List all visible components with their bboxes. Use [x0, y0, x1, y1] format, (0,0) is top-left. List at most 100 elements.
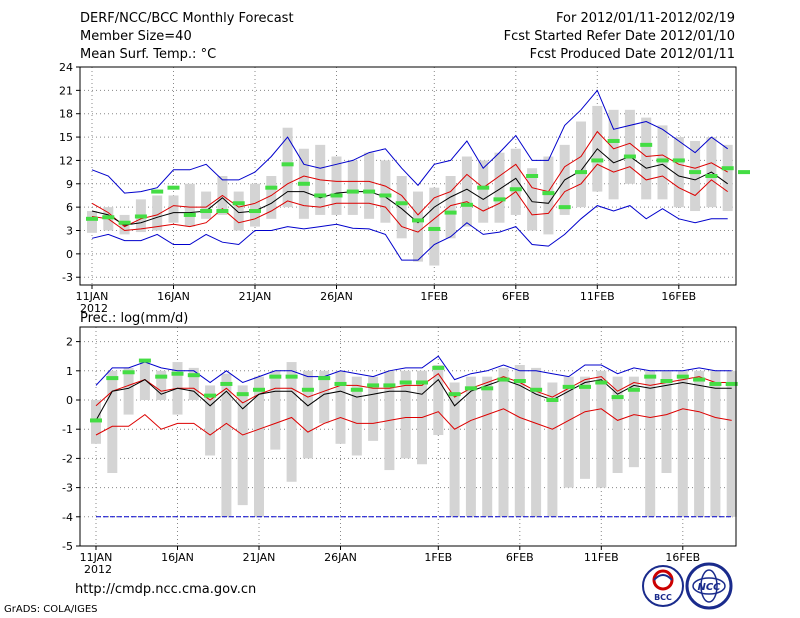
temp-spread-bar — [445, 176, 456, 239]
prec-member-marker — [448, 392, 461, 397]
temp-spread-bar — [201, 191, 212, 219]
temp-member-marker — [656, 158, 669, 163]
prec-spread-bar — [400, 370, 411, 459]
source-url: http://cmdp.ncc.cma.gov.cn — [75, 582, 257, 597]
prec-spread-bar — [694, 370, 705, 517]
temp-member-marker — [265, 185, 278, 190]
temp-member-marker — [395, 201, 408, 206]
prec-spread-bar — [188, 367, 199, 400]
temp-member-marker — [249, 209, 261, 214]
prec-member-marker — [269, 374, 282, 379]
prec-ytick-label: 2 — [66, 336, 73, 349]
temp-member-marker — [607, 138, 620, 143]
prec-panel-label: Prec.: log(mm/d) — [80, 311, 189, 326]
temp-spread-bar — [722, 144, 733, 212]
temp-line-ensemble-min — [91, 205, 728, 261]
prec-spread-bar — [531, 367, 542, 517]
prec-ytick-label: 0 — [66, 394, 73, 407]
forecast-range: For 2012/01/11-2012/02/19 — [556, 11, 735, 26]
prec-spread-bar — [498, 367, 509, 517]
temp-spread-bar — [184, 183, 195, 227]
prec-spread-bar — [270, 370, 281, 450]
prec-member-marker — [497, 377, 510, 382]
temp-spread-bar — [608, 109, 619, 200]
prec-member-marker — [171, 371, 184, 376]
temp-member-marker — [200, 209, 213, 214]
prec-member-marker — [432, 365, 445, 370]
temp-ytick-label: -3 — [62, 271, 73, 284]
prec-xtick-year: 2012 — [84, 563, 112, 576]
temp-member-marker — [477, 185, 490, 190]
temp-member-marker — [623, 154, 636, 159]
temp-member-marker — [330, 193, 343, 198]
ncc-logo: NCC — [685, 562, 733, 610]
prec-spread-bar — [351, 376, 362, 456]
temp-xtick-label: 21JAN — [239, 290, 272, 303]
temp-frame — [79, 66, 737, 286]
temp-xtick-label: 1FEB — [420, 290, 448, 303]
prec-spread-bar — [563, 376, 574, 488]
temp-spread-bar — [87, 211, 97, 233]
prec-spread-bar — [237, 385, 248, 506]
forecast-produced-date: Fcst Produced Date 2012/01/11 — [529, 47, 735, 62]
prec-spread-bar — [433, 364, 444, 436]
prec-member-marker — [627, 387, 640, 392]
prec-member-marker — [122, 370, 135, 375]
prec-member-marker — [253, 387, 265, 392]
prec-xtick-label: 26JAN — [324, 551, 357, 564]
temp-member-marker — [460, 202, 473, 207]
prec-spread-bar — [205, 385, 216, 456]
temp-spread-bar — [282, 127, 293, 208]
prec-member-marker — [530, 387, 543, 392]
temp-spread-bar — [641, 117, 652, 200]
temp-member-marker — [493, 197, 506, 202]
temp-spread-bar — [673, 137, 684, 208]
temp-xtick-label: 11JAN — [76, 290, 109, 303]
prec-spread-bar — [221, 373, 232, 517]
prec-spread-bar — [156, 370, 167, 400]
prec-member-marker — [204, 393, 217, 398]
prec-spread-bar — [107, 370, 118, 473]
member-size: Member Size=40 — [80, 29, 192, 44]
temp-member-marker — [428, 226, 441, 231]
prec-member-marker — [562, 384, 575, 389]
prec-spread-bar — [547, 382, 558, 517]
prec-spread-bar — [465, 376, 476, 517]
prec-xtick-label: 1FEB — [424, 551, 452, 564]
temp-member-marker — [363, 189, 376, 194]
prec-member-marker — [611, 395, 624, 400]
prec-ytick-label: -3 — [62, 482, 73, 495]
temp-member-marker — [444, 210, 457, 215]
bcc-logo: BCC — [642, 565, 684, 607]
prec-ytick-label: -1 — [62, 423, 73, 436]
temp-spread-bar — [396, 176, 407, 239]
prec-line-ensemble-max — [95, 355, 732, 386]
prec-spread-bar — [677, 370, 688, 517]
temp-xtick-label: 11FEB — [580, 290, 615, 303]
prec-spread-bar — [628, 376, 639, 468]
temp-member-marker — [721, 166, 734, 171]
prec-line-upper-spread — [95, 372, 732, 407]
temp-line-ensemble-max — [91, 89, 728, 194]
prec-spread-bar — [596, 370, 607, 488]
prec-member-marker — [220, 381, 233, 386]
temp-xtick-year: 2012 — [80, 302, 108, 315]
ncc-logo-text: NCC — [697, 582, 721, 593]
temp-spread-bar — [168, 195, 179, 223]
prec-spread-bar — [123, 367, 134, 415]
prec-member-marker — [155, 374, 168, 379]
prec-spread-bar — [514, 364, 525, 517]
temp-member-marker — [412, 218, 424, 223]
grads-credit: GrADS: COLA/IGES — [4, 604, 98, 615]
temp-ytick-label: 9 — [66, 178, 73, 191]
temp-panel-label: Mean Surf. Temp.: °C — [80, 47, 217, 62]
prec-member-marker — [464, 386, 477, 391]
prec-member-marker — [334, 381, 347, 386]
temp-member-marker — [297, 181, 310, 186]
prec-spread-bar — [254, 376, 264, 517]
prec-spread-bar — [449, 382, 460, 517]
prec-member-marker — [416, 380, 428, 385]
prec-ytick-label: -4 — [62, 511, 73, 524]
bcc-logo-text: BCC — [654, 593, 672, 602]
